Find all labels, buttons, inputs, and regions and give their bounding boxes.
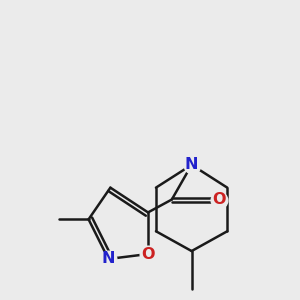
Text: O: O: [141, 247, 155, 262]
Text: N: N: [102, 251, 115, 266]
Text: O: O: [213, 192, 226, 207]
Text: N: N: [185, 158, 198, 172]
